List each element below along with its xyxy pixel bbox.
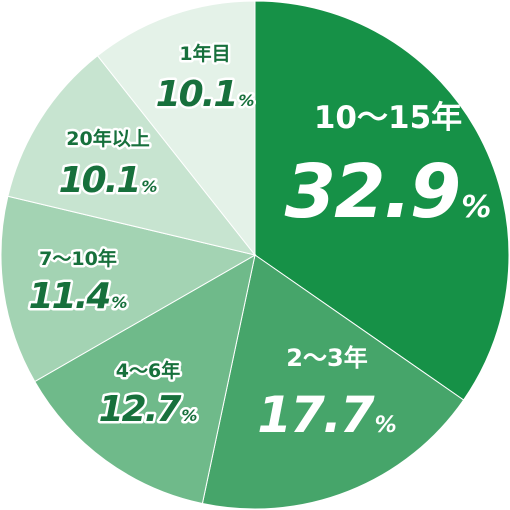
slice-value-unit: % <box>181 406 197 425</box>
slice-value-number: 32.9 <box>285 149 460 235</box>
slice-category-label: 1年目 <box>179 42 230 65</box>
pie-slice <box>96 0 256 257</box>
slice-value-label: 17.7% <box>257 386 396 444</box>
slice-value-number: 12.7 <box>99 389 182 430</box>
slice-value-unit: % <box>375 413 397 438</box>
pie-slice <box>201 254 465 510</box>
slice-category-label: 20年以上 <box>66 127 149 150</box>
pie-slice <box>0 195 257 383</box>
slice-value-number: 10.1 <box>156 74 237 115</box>
slice-category-label: 7〜10年 <box>39 247 117 270</box>
pie-slice <box>254 0 510 401</box>
pie-slice <box>7 55 257 256</box>
slice-value-label: 10.1% <box>59 160 158 201</box>
slice-value-number: 17.7 <box>257 386 375 444</box>
slice-category-label: 10〜15年 <box>314 100 462 136</box>
slice-category-label: 4〜6年 <box>116 359 180 382</box>
slice-value-label: 10.1% <box>156 74 255 115</box>
slice-value-label: 12.7% <box>99 389 198 430</box>
slice-value-label: 11.4% <box>29 276 128 317</box>
slice-value-unit: % <box>238 91 254 110</box>
slice-value-unit: % <box>111 293 127 312</box>
pie-slice <box>34 254 256 505</box>
slice-value-label: 32.9% <box>285 149 492 235</box>
slice-value-number: 10.1 <box>59 160 140 201</box>
pie-labels: 10〜15年 32.9% 2〜3年 17.7% 4〜6年 12.7 % 7〜10年 11.4 % 2… <box>26 40 492 445</box>
slice-category-label: 2〜3年 <box>286 344 367 372</box>
slice-value-unit: % <box>141 177 157 196</box>
slice-value-number: 11.4 <box>29 276 110 317</box>
slice-value-unit: % <box>461 190 491 225</box>
